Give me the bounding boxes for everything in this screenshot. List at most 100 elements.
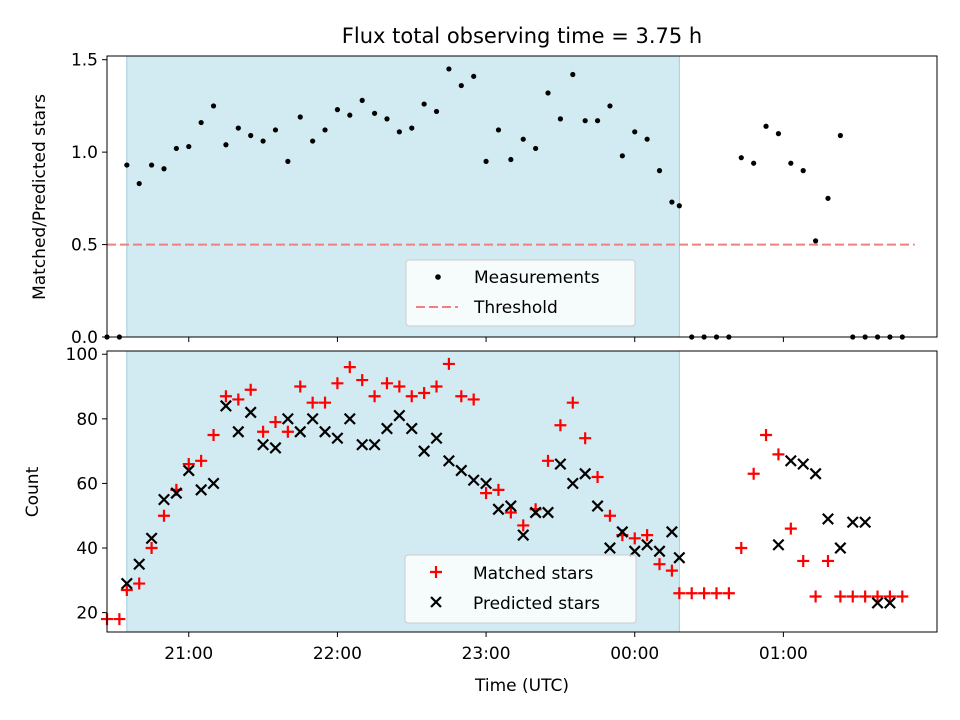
predicted-star-point [133, 558, 146, 571]
top-y-tick-label: 1.0 [71, 143, 98, 163]
measurement-point [396, 129, 402, 135]
measurement-point [837, 132, 843, 139]
measurement-point [210, 103, 217, 109]
measurement-point [371, 110, 378, 116]
matched-star-point [195, 454, 208, 467]
matched-star-point [698, 587, 711, 600]
matched-star-point [772, 448, 785, 461]
predicted-star-point [343, 412, 356, 425]
matched-star-point [393, 380, 406, 393]
measurement-point [738, 155, 744, 161]
measurement-point [751, 160, 757, 166]
predicted-star-point [579, 467, 592, 480]
bottom-y-tick-label: 20 [76, 604, 98, 624]
matched-star-point [480, 487, 493, 500]
predicted-star-point [380, 422, 393, 435]
measurement-point [800, 168, 806, 174]
bottom-x-tick-label: 01:00 [759, 644, 808, 664]
measurement-point [557, 116, 564, 122]
predicted-star-point [846, 516, 859, 529]
measurement-point [235, 125, 241, 131]
predicted-star-point [603, 542, 616, 555]
matched-star-point [710, 587, 723, 600]
predicted-star-point [281, 412, 294, 425]
matched-star-point [641, 529, 654, 542]
top-x-ticks [188, 337, 784, 342]
measurement-point [570, 71, 576, 78]
legend-threshold-label: Threshold [473, 298, 558, 318]
matched-star-point [455, 390, 468, 403]
measurement-point [446, 66, 452, 72]
matched-star-point [517, 519, 530, 532]
bottom-panel: 20 40 60 80 100 21:00 22:00 23:00 00:00 01:00 Ti… [23, 345, 938, 696]
predicted-star-point [492, 503, 505, 516]
matched-star-point [566, 396, 579, 409]
matched-star-point [380, 377, 393, 390]
predicted-star-point [170, 487, 183, 500]
matched-star-point [232, 393, 245, 406]
measurement-point [310, 138, 316, 144]
measurement-point [788, 160, 794, 166]
predicted-star-point [467, 474, 480, 487]
predicted-star-point [834, 542, 847, 555]
matched-star-point [685, 587, 698, 600]
matched-star-point [859, 590, 872, 603]
measurement-point [384, 116, 390, 122]
predicted-star-point [480, 477, 493, 490]
predicted-star-point [653, 545, 666, 558]
measurement-point [173, 145, 179, 152]
measurement-point [533, 145, 539, 152]
predicted-star-point [822, 512, 834, 525]
predicted-star-point [517, 529, 530, 542]
matched-star-point [145, 542, 158, 555]
measurement-point [775, 131, 782, 137]
measurement-point [825, 195, 831, 201]
matched-star-point [294, 380, 307, 393]
matched-star-point [430, 380, 443, 393]
top-panel: 0.0 0.5 1.0 1.5 Flux total observing time =… [30, 24, 938, 348]
matched-star-point [207, 428, 220, 441]
bottom-x-tick-label: 22:00 [313, 644, 362, 664]
predicted-star-point [883, 596, 896, 609]
matched-star-point [113, 613, 126, 626]
predicted-stars-points [120, 399, 896, 609]
matched-star-point [368, 390, 381, 403]
measurement-point [272, 127, 279, 133]
matched-star-point [809, 590, 822, 603]
measurement-point [644, 136, 650, 142]
matched-star-point [219, 390, 232, 403]
predicted-star-point [797, 458, 810, 471]
matched-star-point [653, 558, 666, 571]
predicted-star-point [405, 422, 418, 435]
bottom-y-tick-label: 100 [66, 345, 98, 365]
predicted-star-point [665, 525, 678, 538]
measurement-point [458, 82, 464, 89]
predicted-star-point [182, 464, 195, 477]
predicted-star-point [673, 551, 686, 564]
matched-star-point [747, 467, 760, 480]
bottom-x-tick-label: 21:00 [164, 644, 213, 664]
measurement-point [545, 90, 551, 96]
measurement-point [322, 127, 328, 133]
bottom-plot-frame [106, 350, 938, 633]
measurement-points [104, 66, 905, 340]
matched-star-point [554, 419, 567, 432]
measurement-point [347, 112, 353, 118]
matched-star-point [331, 377, 344, 390]
predicted-star-point [859, 516, 872, 529]
predicted-star-point [145, 532, 158, 545]
measurement-point [186, 143, 192, 150]
measurement-point [198, 119, 204, 126]
measurement-point [594, 118, 601, 124]
matched-star-point [784, 522, 797, 535]
top-y-tick-label: 1.5 [71, 51, 98, 71]
legend-predicted-marker [430, 596, 442, 608]
matched-star-point [306, 396, 319, 409]
measurement-point [136, 180, 142, 187]
matched-star-point [673, 587, 686, 600]
matched-star-point [542, 454, 555, 467]
matched-star-point [591, 470, 604, 483]
bottom-y-tick-label: 40 [76, 539, 98, 559]
measurement-point [223, 142, 229, 148]
measurement-point [520, 136, 526, 142]
